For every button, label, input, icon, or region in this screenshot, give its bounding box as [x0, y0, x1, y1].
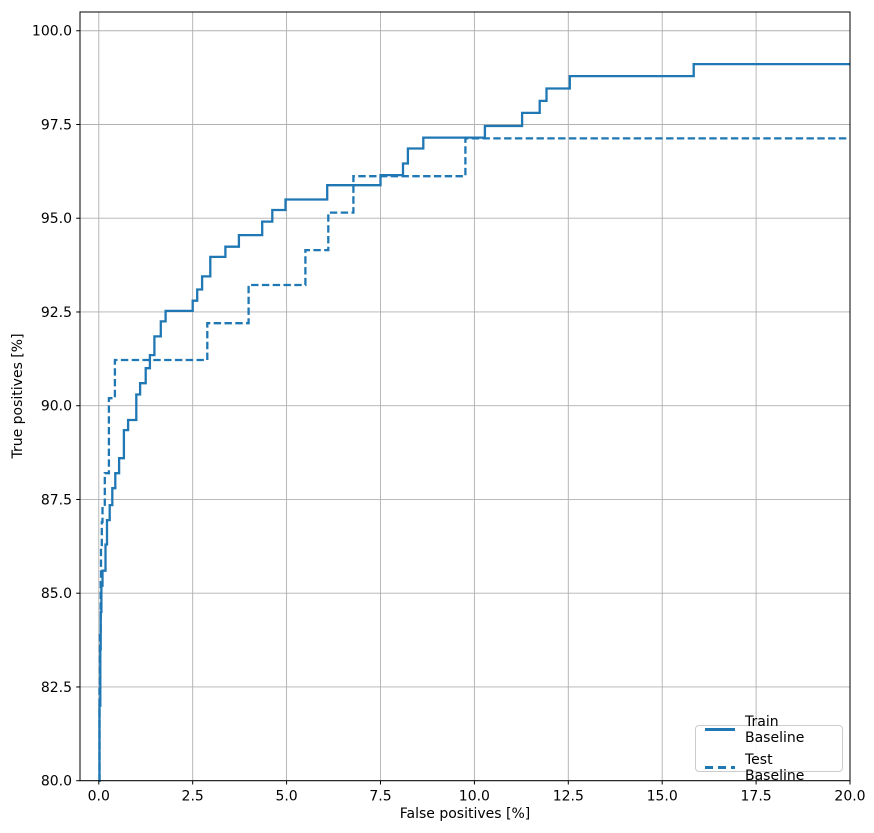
- train-solid-line-swatch: [705, 728, 735, 731]
- axes-layer: 0.0 2.5 5.0 7.5 10.0 12.5 15.0 17.5 20.0 80.0 82.5…: [32, 11, 866, 805]
- legend-label-test: Test Baseline: [745, 751, 805, 784]
- y-tick-label: 87.5: [41, 492, 72, 508]
- y-tick-label: 82.5: [41, 680, 72, 696]
- y-axis-label: True positives [%]: [10, 333, 26, 459]
- y-tick-label: 95.0: [41, 211, 72, 227]
- legend-item-test: Test Baseline: [705, 752, 834, 784]
- legend-label-train: Train Baseline: [745, 713, 805, 746]
- train-baseline-line: [98, 62, 850, 782]
- y-tick-label: 92.5: [41, 305, 72, 321]
- x-tick-label: 10.0: [459, 789, 490, 805]
- y-tick-label: 80.0: [41, 774, 72, 790]
- series-layer: [98, 62, 850, 782]
- x-tick-label: 0.0: [88, 789, 110, 805]
- grid-layer: [80, 12, 851, 782]
- test-dashed-line-swatch: [705, 766, 735, 769]
- y-tick-label: 97.5: [41, 117, 72, 133]
- x-axis-label: False positives [%]: [400, 806, 530, 822]
- legend: Train Baseline Test Baseline: [695, 714, 843, 784]
- x-tick-label: 17.5: [741, 789, 772, 805]
- x-tick-label: 12.5: [553, 789, 584, 805]
- x-tick-label: 20.0: [834, 789, 865, 805]
- y-tick-label: 90.0: [41, 399, 72, 415]
- axes-spines: [79, 11, 851, 782]
- y-tick-label: 100.0: [32, 24, 72, 40]
- x-tick-label: 7.5: [369, 789, 391, 805]
- test-baseline-line: [98, 137, 850, 782]
- x-tick-label: 15.0: [647, 789, 678, 805]
- x-tick-label: 2.5: [182, 789, 204, 805]
- y-tick-label: 85.0: [41, 586, 72, 602]
- legend-item-train: Train Baseline: [705, 714, 834, 746]
- x-tick-label: 5.0: [275, 789, 297, 805]
